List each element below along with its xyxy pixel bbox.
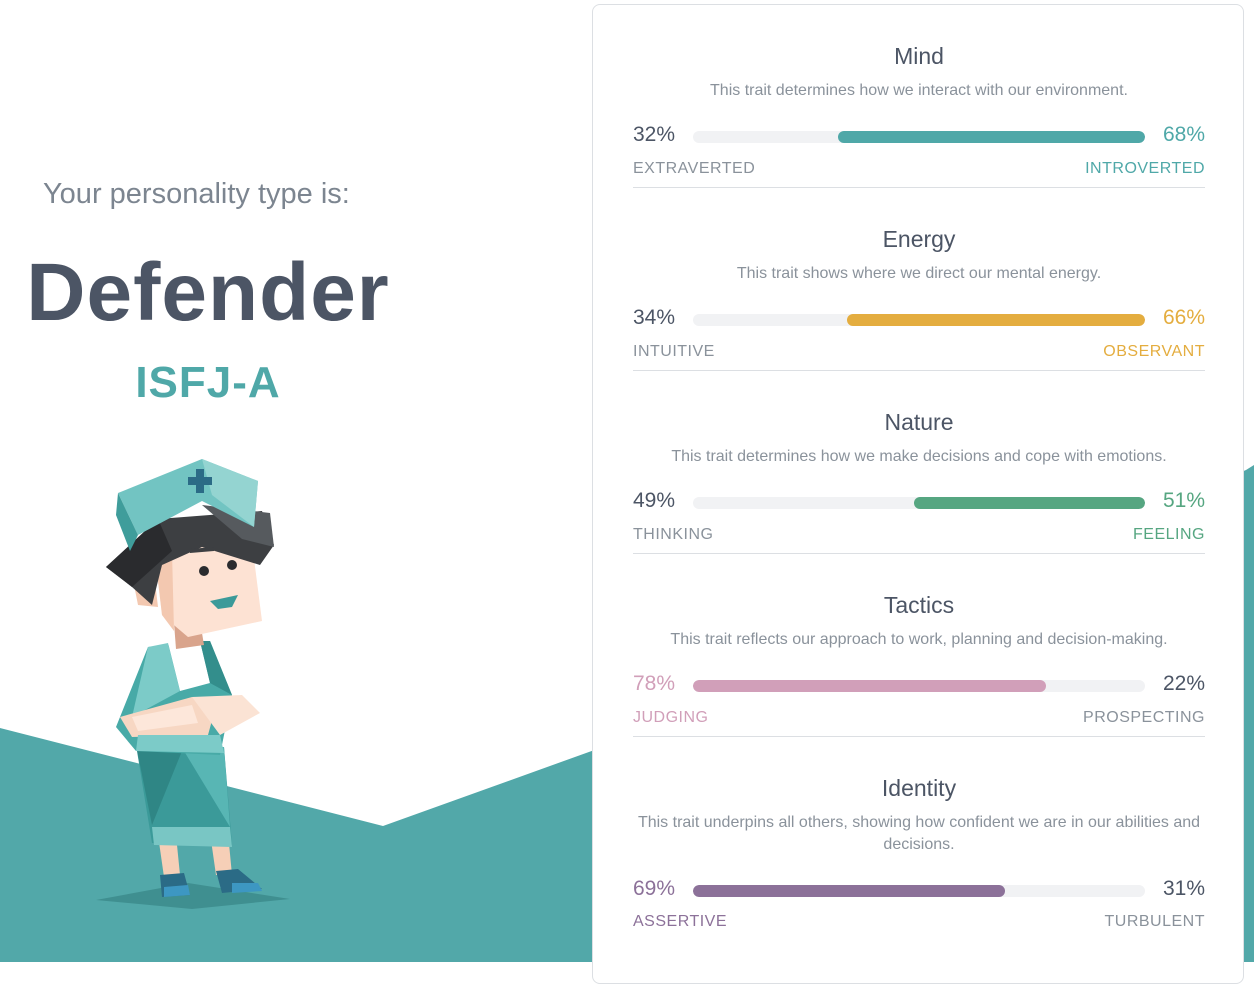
left-label: JUDGING	[633, 709, 709, 726]
trait-title: Identity	[881, 775, 957, 801]
trait-title: Mind	[894, 43, 944, 69]
trait-energy: Energy This trait shows where we direct …	[633, 188, 1205, 371]
left-label: INTUITIVE	[633, 343, 715, 360]
right-percentage: 51%	[1162, 489, 1205, 512]
right-label: OBSERVANT	[1103, 343, 1205, 360]
trait-divider	[633, 553, 1205, 554]
trait-progress-fill	[837, 131, 1145, 143]
trait-progress-bar	[693, 497, 1145, 509]
left-label: EXTRAVERTED	[633, 160, 756, 177]
trait-progress-bar	[693, 885, 1145, 897]
left-percentage: 78%	[633, 672, 676, 695]
right-label: INTROVERTED	[1085, 160, 1205, 177]
trait-description: This trait determines how we make decisi…	[671, 448, 1167, 465]
trait-divider	[633, 187, 1205, 188]
right-percentage: 68%	[1162, 123, 1205, 146]
trait-nature: Nature This trait determines how we make…	[633, 371, 1205, 554]
personality-type-code: ISFJ-A	[135, 358, 281, 407]
trait-progress-bar	[693, 131, 1145, 143]
defender-avatar-icon	[96, 459, 290, 909]
trait-description: This trait determines how we interact wi…	[710, 82, 1128, 99]
trait-description: This trait reflects our approach to work…	[670, 631, 1168, 648]
right-label: TURBULENT	[1104, 913, 1205, 930]
result-summary: Your personality type is: Defender ISFJ-…	[0, 0, 590, 962]
trait-meter: 34% 66%	[633, 306, 1205, 336]
right-percentage: 22%	[1162, 672, 1205, 695]
trait-divider	[633, 736, 1205, 737]
right-label: PROSPECTING	[1083, 709, 1205, 726]
left-percentage: 34%	[633, 306, 676, 329]
trait-identity: Identity This trait underpins all others…	[633, 737, 1205, 967]
left-percentage: 69%	[633, 877, 676, 900]
trait-description: This trait underpins all others, showing…	[637, 814, 1201, 853]
trait-tactics: Tactics This trait reflects our approach…	[633, 554, 1205, 737]
trait-meter: 69% 31%	[633, 877, 1205, 907]
trait-title: Energy	[882, 226, 956, 252]
trait-progress-fill	[693, 680, 1046, 692]
trait-title: Nature	[884, 409, 954, 435]
trait-divider	[633, 370, 1205, 371]
right-label: FEELING	[1133, 526, 1205, 543]
intro-text: Your personality type is:	[43, 178, 350, 210]
trait-title: Tactics	[883, 592, 955, 618]
trait-meter: 32% 68%	[633, 123, 1205, 153]
trait-progress-fill	[846, 314, 1145, 326]
right-percentage: 31%	[1162, 877, 1205, 900]
trait-progress-bar	[693, 680, 1145, 692]
trait-progress-bar	[693, 314, 1145, 326]
trait-progress-fill	[693, 885, 1005, 897]
left-label: THINKING	[633, 526, 714, 543]
left-percentage: 49%	[633, 489, 676, 512]
trait-progress-fill	[914, 497, 1145, 509]
left-percentage: 32%	[633, 123, 676, 146]
traits-panel: Mind This trait determines how we intera…	[592, 4, 1244, 984]
trait-meter: 49% 51%	[633, 489, 1205, 519]
trait-mind: Mind This trait determines how we intera…	[633, 5, 1205, 188]
left-label: ASSERTIVE	[633, 913, 728, 930]
right-percentage: 66%	[1162, 306, 1205, 329]
trait-description: This trait shows where we direct our men…	[736, 265, 1102, 282]
trait-meter: 78% 22%	[633, 672, 1205, 702]
personality-type-name: Defender	[26, 247, 390, 338]
